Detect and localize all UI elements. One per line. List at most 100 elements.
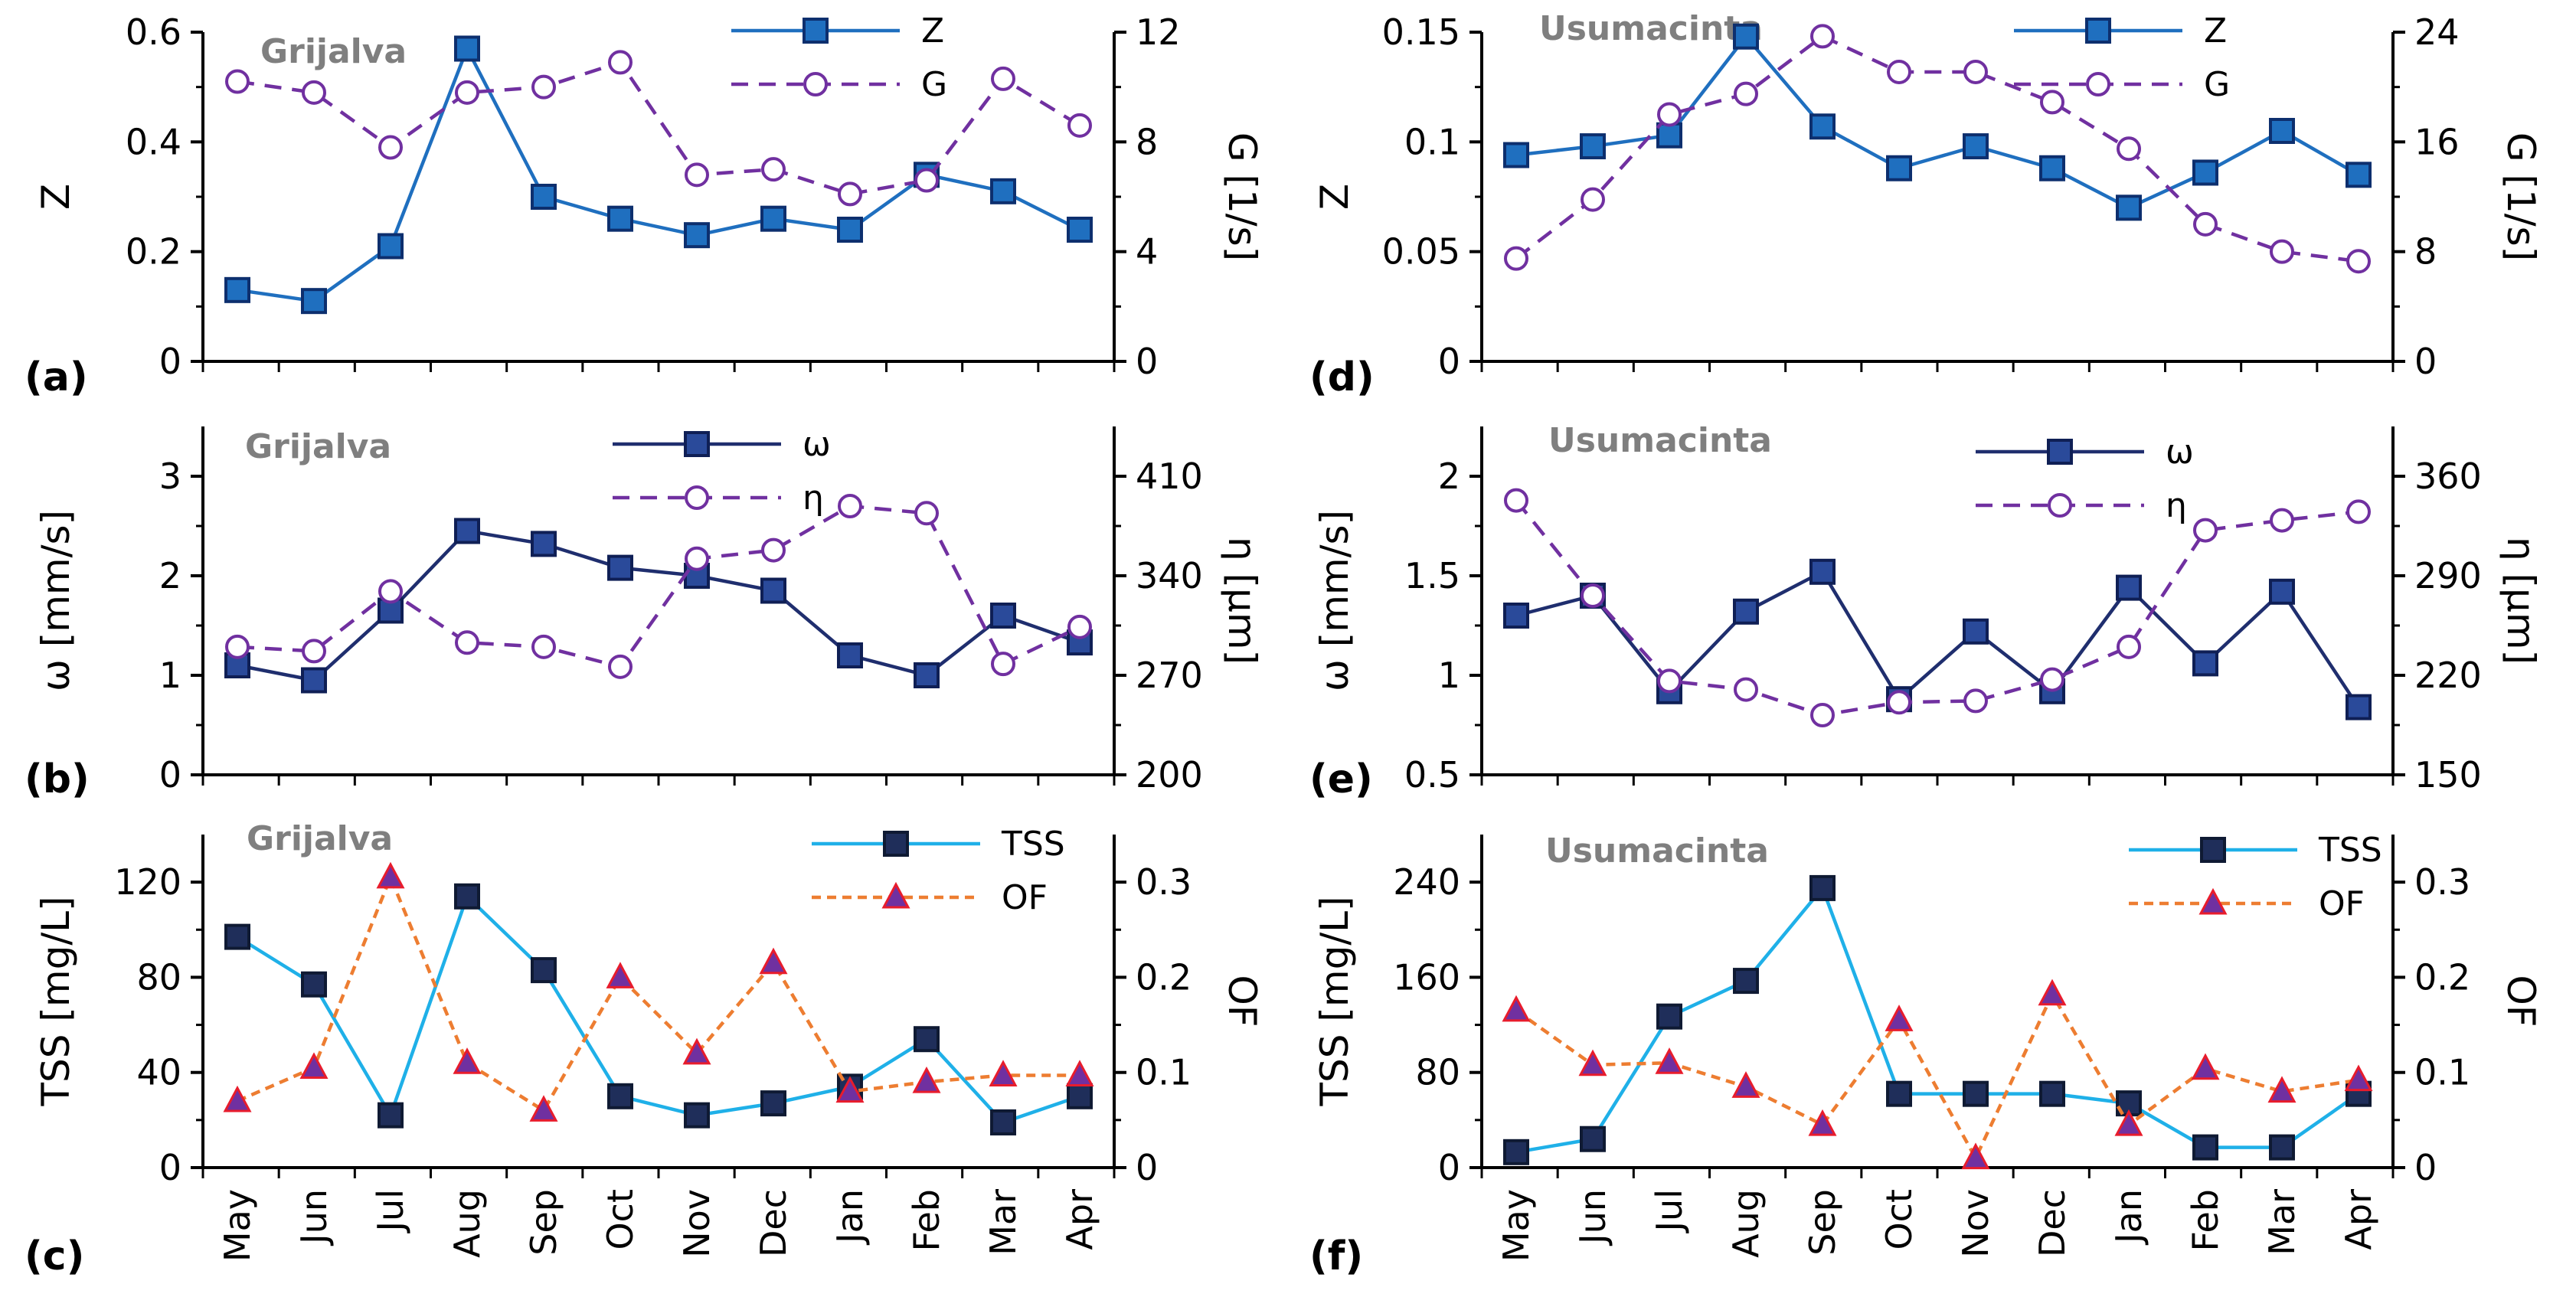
data-point-TSS-jul [1656, 1003, 1682, 1030]
right-tick-label: 0.2 [1136, 956, 1192, 998]
data-point-G-sep [1810, 24, 1835, 49]
data-point-ω-feb [2192, 650, 2218, 677]
river-title: Grijalva [245, 427, 391, 466]
left-tick-label: 0.4 [126, 121, 181, 162]
right-tick-label: 4 [1136, 231, 1158, 273]
data-point-η-feb [914, 501, 939, 526]
legend-entry-TSS: TSS [2129, 831, 2382, 870]
data-point-TSS-oct [1886, 1080, 1912, 1107]
panel-letter: (d) [1309, 354, 1375, 400]
legend-marker [881, 881, 910, 909]
legend-label: TSS [2318, 831, 2382, 870]
x-tick-label-jan: Jan [2108, 1189, 2149, 1246]
legend-entry-η: η [1976, 486, 2187, 525]
data-point-η-sep [1810, 703, 1835, 727]
panel-letter: (a) [25, 354, 88, 400]
left-tick-label: 40 [136, 1052, 181, 1093]
data-point-OF-jan [2114, 1109, 2143, 1136]
series-line-OF [1515, 990, 2359, 1162]
x-tick-label-apr: Apr [1059, 1189, 1100, 1250]
right-axis-title: η [μm] [1220, 537, 1264, 665]
right-tick-label: 410 [1136, 456, 1203, 497]
x-tick-label-feb: Feb [906, 1189, 947, 1251]
left-tick-label: 0.2 [126, 231, 181, 273]
data-point-TSS-nov [684, 1102, 710, 1129]
right-tick-label: 8 [1136, 121, 1158, 162]
data-point-OF-apr [2344, 1064, 2373, 1092]
data-point-η-jun [1581, 583, 1605, 608]
left-axis-title: ω [mm/s] [1313, 510, 1357, 691]
data-point-Z-oct [1886, 155, 1912, 181]
data-point-ω-may [1503, 603, 1529, 629]
legend-marker [684, 431, 710, 457]
data-point-TSS-jul [378, 1102, 404, 1129]
left-tick-label: 0 [1438, 1147, 1460, 1188]
data-point-G-jul [1657, 102, 1682, 127]
data-point-G-jun [1581, 187, 1605, 212]
river-title: Usumacinta [1539, 9, 1763, 48]
data-point-Z-jul [1656, 122, 1682, 149]
data-point-G-may [1504, 246, 1528, 271]
data-point-ω-sep [531, 531, 557, 557]
x-tick-label-jun: Jun [293, 1189, 335, 1246]
data-point-Z-mar [2269, 118, 2295, 144]
data-point-Z-oct [607, 205, 633, 232]
data-point-G-mar [991, 66, 1015, 91]
right-tick-label: 0.3 [2414, 861, 2470, 903]
data-point-ω-dec [760, 577, 786, 604]
data-point-TSS-sep [1809, 874, 1836, 901]
series-line-η [1515, 499, 2359, 717]
data-point-η-may [225, 634, 250, 659]
legend-marker [2200, 837, 2226, 863]
panel-letter: (c) [25, 1233, 84, 1279]
legend-entry-OF: OF [812, 878, 1048, 917]
data-point-η-apr [2346, 499, 2371, 524]
x-tick-label-jan: Jan [829, 1189, 871, 1246]
series-line-Z [237, 44, 1081, 303]
legend-entry-Z: Z [731, 11, 944, 51]
series-G [225, 50, 1092, 207]
data-point-η-mar [2270, 508, 2294, 533]
data-point-ω-aug [1733, 598, 1759, 625]
data-point-η-sep [531, 634, 556, 659]
x-tick-label-mar: Mar [982, 1189, 1024, 1256]
legend-entry-Z: Z [2014, 11, 2227, 51]
legend-entry-OF: OF [2129, 884, 2365, 923]
right-tick-label: 0.3 [1136, 861, 1192, 903]
legend-label: η [803, 479, 824, 518]
data-point-G-sep [531, 74, 556, 100]
right-tick-label: 24 [2414, 11, 2460, 53]
right-axis-title: OF [2499, 975, 2543, 1027]
data-point-η-nov [1963, 688, 1988, 714]
series-line-Z [1515, 34, 2360, 210]
left-axis-title: TSS [mg/L] [1313, 896, 1357, 1106]
x-tick-label-sep: Sep [523, 1189, 564, 1256]
data-point-TSS-dec [2039, 1080, 2065, 1107]
data-point-η-jan [2117, 634, 2141, 659]
right-tick-label: 12 [1136, 11, 1181, 53]
x-tick-label-jul: Jul [370, 1189, 411, 1234]
data-point-G-jun [302, 80, 326, 105]
data-point-OF-dec [759, 947, 788, 975]
legend-label: TSS [1001, 825, 1065, 864]
left-tick-label: 0.1 [1404, 121, 1460, 162]
series-TSS [224, 883, 1093, 1135]
data-point-G-nov [685, 162, 709, 188]
data-point-η-aug [1734, 677, 1758, 702]
data-point-TSS-mar [990, 1109, 1016, 1135]
right-tick-label: 0 [2414, 341, 2437, 382]
legend-label: G [2204, 65, 2230, 104]
data-point-TSS-dec [760, 1090, 786, 1117]
data-point-Z-jun [301, 288, 327, 315]
data-point-ω-nov [1963, 618, 1989, 645]
legend-label: η [2166, 486, 2187, 525]
left-axis-title: Z [1313, 184, 1357, 210]
right-tick-label: 150 [2414, 754, 2482, 796]
data-point-Z-aug [454, 35, 480, 62]
legend-label: ω [2166, 433, 2194, 472]
legend-marker [2086, 72, 2110, 96]
data-point-G-nov [1963, 59, 1988, 84]
data-point-Z-sep [1809, 113, 1836, 140]
